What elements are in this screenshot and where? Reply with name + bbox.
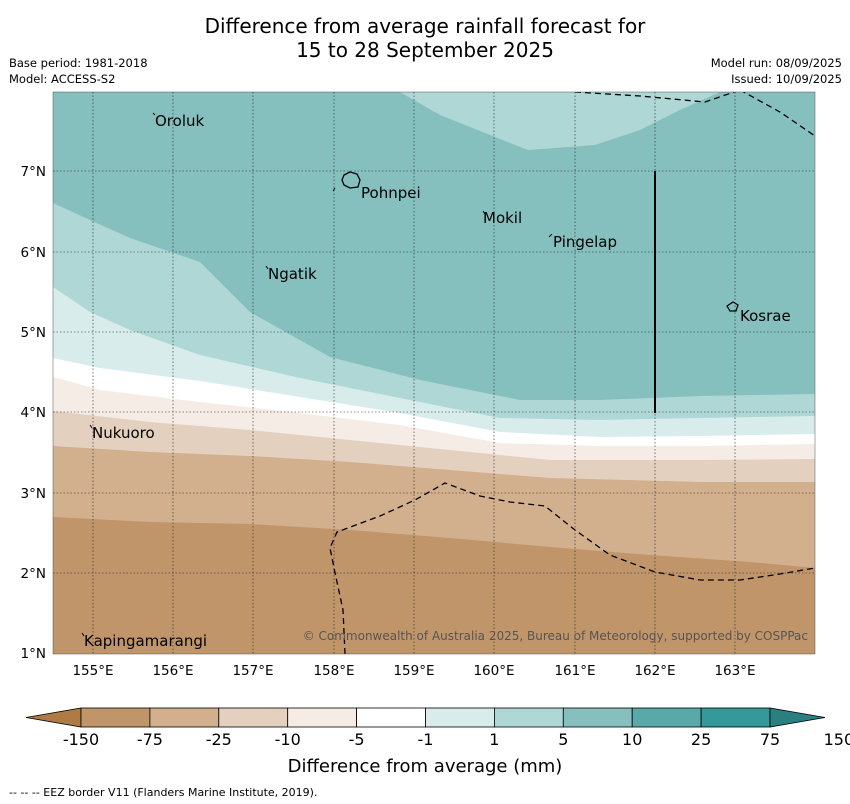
lon-label: 157°E <box>232 663 273 679</box>
lat-label: 6°N <box>21 245 46 261</box>
band-brown-25-75 <box>53 517 815 654</box>
ant-atoll-mark <box>332 187 336 192</box>
lat-label: 1°N <box>21 646 46 662</box>
kosrae-outline <box>726 301 739 312</box>
colorbar-label: 25 <box>691 730 711 749</box>
label-kosrae: Kosrae <box>740 307 791 325</box>
lon-label: 163°E <box>714 663 755 679</box>
lon-label: 158°E <box>313 663 354 679</box>
map-plot-area: Oroluk Pohnpei Mokil Pingelap Ngatik Kos… <box>53 92 815 654</box>
colorbar-swatch <box>493 707 564 728</box>
eez-border-northeast <box>742 92 815 137</box>
colorbar-swatch <box>287 707 358 728</box>
colorbar-swatch <box>80 707 151 728</box>
lat-label: 7°N <box>21 164 46 180</box>
map-title: Difference from average rainfall forecas… <box>0 14 850 62</box>
colorbar-extend-high <box>769 707 826 728</box>
colorbar-label: -75 <box>137 730 163 749</box>
colorbar-swatch <box>149 707 220 728</box>
lat-labels: 7°N 6°N 5°N 4°N 3°N 2°N 1°N <box>21 164 46 662</box>
lon-label: 162°E <box>634 663 675 679</box>
lon-label: 161°E <box>554 663 595 679</box>
model-name: Model: ACCESS-S2 <box>9 72 116 86</box>
colorbar-label: -150 <box>63 730 99 749</box>
colorbar-swatch <box>700 707 771 728</box>
label-nukuoro: Nukuoro <box>92 424 155 442</box>
colorbar-label: 75 <box>760 730 780 749</box>
label-mokil: Mokil <box>483 209 522 227</box>
colorbar-label: -5 <box>349 730 365 749</box>
meta-right: Model run: 08/09/2025 Issued: 10/09/2025 <box>711 55 842 87</box>
eez-footnote: -- -- -- EEZ border V11 (Flanders Marine… <box>9 786 318 799</box>
colorbar-swatches <box>25 707 826 728</box>
label-pingelap: Pingelap <box>553 233 617 251</box>
title-line-1: Difference from average rainfall forecas… <box>204 14 646 38</box>
colorbar-label: -10 <box>275 730 301 749</box>
model-run: Model run: 08/09/2025 <box>710 56 842 70</box>
eez-borders <box>329 92 815 654</box>
colorbar-label: -1 <box>418 730 434 749</box>
colorbar-label: 10 <box>622 730 642 749</box>
base-period: Base period: 1981-2018 <box>9 56 148 70</box>
lat-label: 2°N <box>21 566 46 582</box>
colorbar-swatch <box>218 707 289 728</box>
lon-labels: 155°E 156°E 157°E 158°E 159°E 160°E 161°… <box>72 663 755 679</box>
title-line-2: 15 to 28 September 2025 <box>296 38 554 62</box>
colorbar-label: 5 <box>558 730 568 749</box>
meta-left: Base period: 1981-2018 Model: ACCESS-S2 <box>9 55 148 87</box>
label-oroluk: Oroluk <box>155 112 204 130</box>
lat-label: 4°N <box>21 405 46 421</box>
colorbar-swatch <box>425 707 495 728</box>
plot-frame <box>52 91 816 655</box>
lat-label: 5°N <box>21 325 46 341</box>
colorbar: -150 -75 -25 -10 -5 -1 1 5 10 25 75 150 Difference … <box>25 707 850 777</box>
lon-label: 156°E <box>152 663 193 679</box>
lon-label: 160°E <box>473 663 514 679</box>
colorbar-label: 1 <box>489 730 499 749</box>
label-kapingamarangi: Kapingamarangi <box>84 632 207 650</box>
atoll-marks <box>81 112 553 637</box>
label-ngatik: Ngatik <box>268 265 317 283</box>
label-pohnpei: Pohnpei <box>361 184 421 202</box>
colorbar-labels: -150 -75 -25 -10 -5 -1 1 5 10 25 75 150 <box>63 730 850 749</box>
lon-label: 155°E <box>72 663 113 679</box>
issued-date: Issued: 10/09/2025 <box>731 72 842 86</box>
colorbar-label: 150 <box>824 730 850 749</box>
colorbar-extend-low <box>25 707 82 728</box>
copyright-text: © Commonwealth of Australia 2025, Bureau… <box>303 629 808 643</box>
lon-label: 159°E <box>393 663 434 679</box>
colorbar-swatch <box>562 707 633 728</box>
eez-border-north <box>574 92 737 103</box>
band-teal-upper-patch <box>400 92 720 150</box>
eez-border-south <box>329 482 815 654</box>
pohnpei-outline <box>341 171 361 189</box>
colorbar-label: -25 <box>206 730 232 749</box>
colorbar-swatch <box>631 707 702 728</box>
lat-label: 3°N <box>21 486 46 502</box>
colorbar-swatch <box>356 707 426 728</box>
colorbar-title: Difference from average (mm) <box>288 756 563 777</box>
